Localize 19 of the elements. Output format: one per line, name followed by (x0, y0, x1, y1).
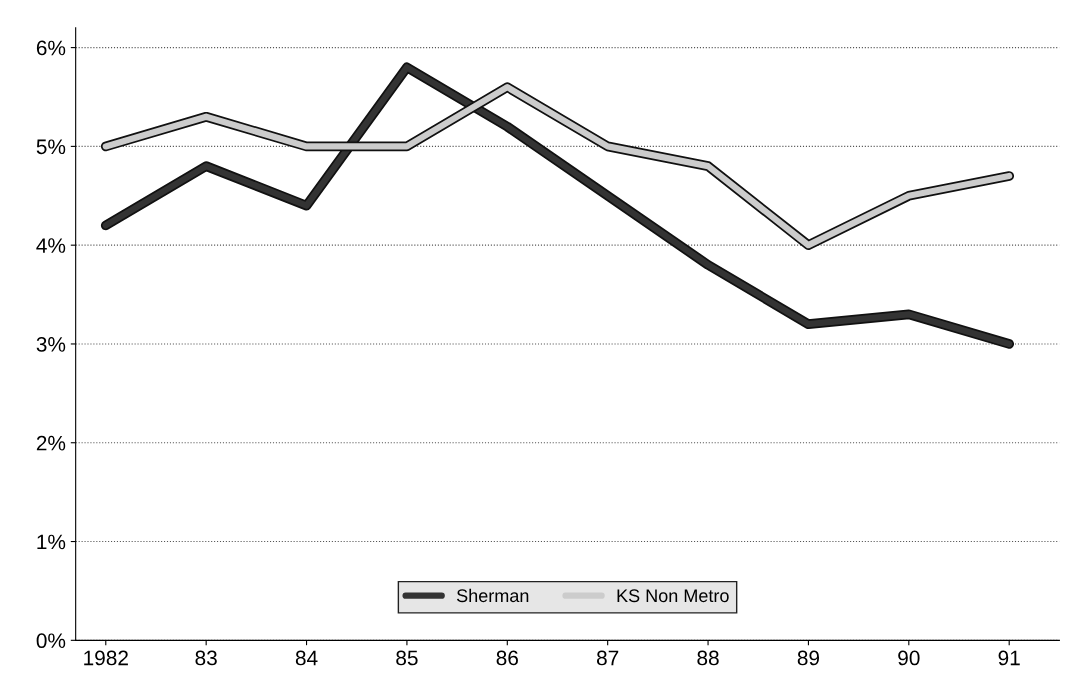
y-tick-label: 5% (36, 139, 66, 155)
x-tick-label: 85 (396, 650, 418, 666)
legend-label: Sherman (456, 588, 529, 603)
y-tick-label: 1% (37, 534, 66, 550)
x-tick-label: 90 (898, 650, 920, 666)
y-tick-label: 6% (36, 40, 66, 56)
x-tick-label: 88 (697, 650, 719, 666)
x-tick-label: 86 (496, 650, 518, 666)
legend-label: KS Non Metro (617, 589, 729, 603)
x-tick-label: 91 (998, 650, 1020, 666)
x-tick-label: 87 (597, 650, 619, 666)
x-tick-label: 84 (295, 650, 318, 666)
y-tick-label: 4% (36, 238, 66, 253)
y-tick-label: 3% (36, 336, 66, 352)
x-tick-label: 89 (797, 650, 820, 666)
y-tick-label: 2% (36, 435, 66, 451)
x-tick-label: 1982 (84, 650, 128, 666)
y-tick-label: 0% (36, 633, 66, 649)
x-tick-label: 83 (195, 650, 217, 666)
